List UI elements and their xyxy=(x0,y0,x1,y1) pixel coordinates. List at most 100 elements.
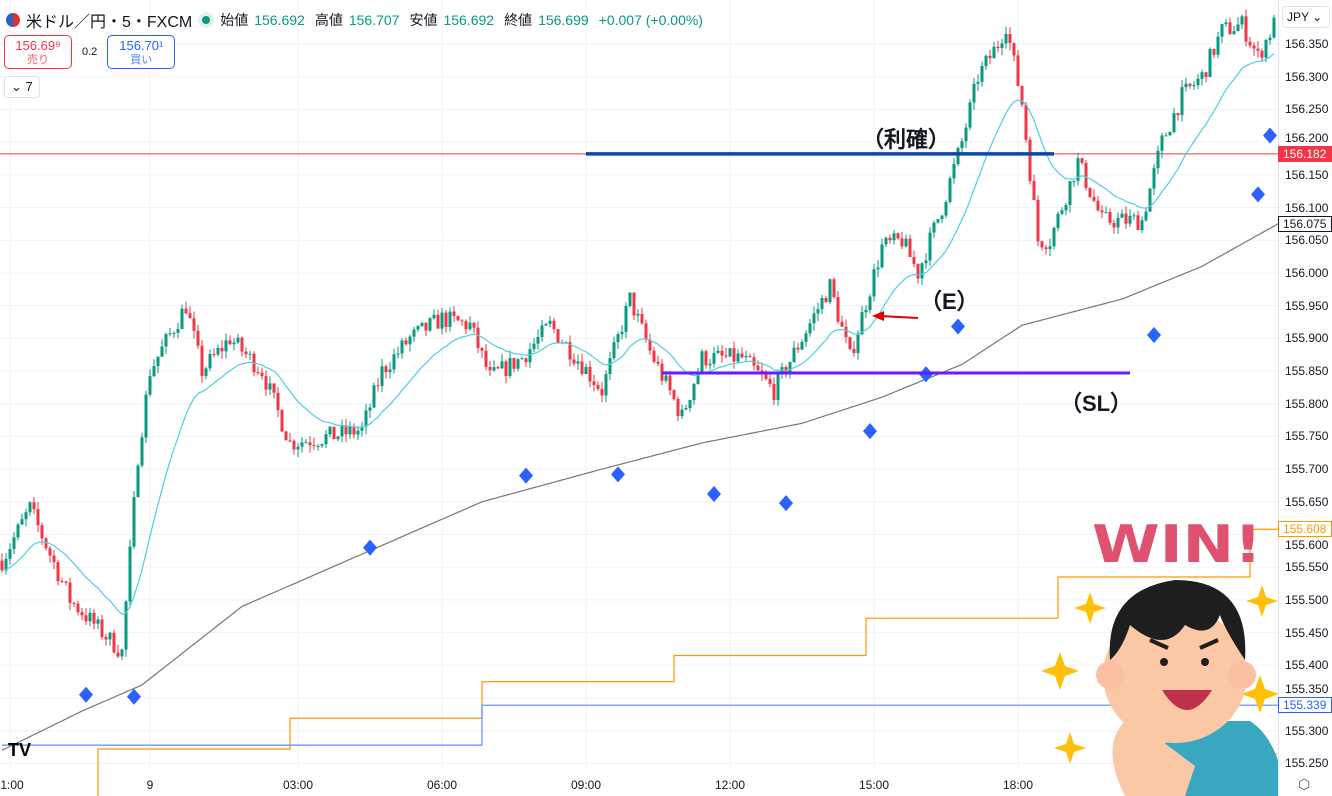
candle-body xyxy=(816,309,820,314)
candle-body xyxy=(160,346,164,357)
candle-body xyxy=(1108,211,1112,223)
candle xyxy=(1192,80,1196,91)
candle-body xyxy=(880,244,884,268)
stop-loss-annotation: （SL） xyxy=(1060,391,1133,416)
candle xyxy=(16,522,20,541)
candle-body xyxy=(264,376,268,390)
candle xyxy=(960,138,964,153)
candle-body xyxy=(656,361,660,364)
candle-body xyxy=(96,619,100,624)
candle xyxy=(928,227,932,266)
candle xyxy=(592,374,596,392)
price-axis[interactable]: 156.350 156.300 156.250 156.200 156.150 156.1… xyxy=(1278,0,1332,796)
candle-body xyxy=(732,348,736,362)
candle xyxy=(784,365,788,378)
candle xyxy=(816,302,820,322)
candle-body xyxy=(968,102,972,128)
indicators-toggle-button[interactable]: ⌄ 7 xyxy=(4,76,40,98)
candle xyxy=(84,608,88,625)
candle-body xyxy=(856,334,860,354)
candle-body xyxy=(304,442,308,444)
candle xyxy=(612,336,616,361)
candle-body xyxy=(100,619,104,637)
candle-body xyxy=(556,329,560,343)
candle xyxy=(1156,145,1160,175)
candle xyxy=(1052,226,1056,250)
candle-body xyxy=(1132,215,1136,217)
tradingview-logo[interactable]: TV xyxy=(8,740,32,760)
candle-body xyxy=(16,524,20,538)
candle-body xyxy=(396,353,400,355)
candle xyxy=(1228,17,1232,35)
candle xyxy=(112,629,116,654)
settings-icon[interactable]: ⬡ xyxy=(1298,776,1311,792)
candle xyxy=(108,631,112,646)
candle xyxy=(696,367,700,385)
candle-body xyxy=(1040,241,1044,248)
candle-body xyxy=(636,313,640,316)
candle xyxy=(812,306,816,331)
candle xyxy=(1172,107,1176,134)
candle-body xyxy=(212,354,216,356)
candle-body xyxy=(432,314,436,319)
candle-body xyxy=(88,612,92,622)
candle-body xyxy=(964,127,968,142)
candle xyxy=(580,353,584,376)
candle xyxy=(128,539,132,609)
time-tick-label: 09:00 xyxy=(570,778,602,792)
candle xyxy=(1124,206,1128,229)
candle xyxy=(908,234,912,258)
candle-body xyxy=(960,141,964,149)
candle xyxy=(512,357,516,373)
candle-body xyxy=(120,649,124,657)
price-tick-label: 155.250 xyxy=(1285,756,1329,771)
candle-body xyxy=(980,65,984,82)
candle-body xyxy=(892,233,896,241)
candle xyxy=(1108,208,1112,225)
candle-body xyxy=(8,549,12,559)
candle xyxy=(1260,48,1264,62)
symbol-title[interactable]: 米ドル／円・5・FXCM xyxy=(26,14,193,31)
candle xyxy=(64,580,68,586)
candle-body xyxy=(180,308,184,329)
candle-body xyxy=(692,383,696,401)
candle-body xyxy=(668,375,672,391)
candle xyxy=(900,231,904,250)
candle xyxy=(0,553,4,573)
candle-body xyxy=(972,83,976,103)
candle-body xyxy=(172,332,176,334)
candle-body xyxy=(468,322,472,330)
candle-body xyxy=(588,366,592,382)
candle-body xyxy=(1088,187,1092,197)
candle-body xyxy=(928,232,932,261)
buy-button[interactable]: 156.70¹ 買い xyxy=(107,35,176,69)
candle xyxy=(432,309,436,320)
candle-body xyxy=(768,378,772,384)
sell-button[interactable]: 156.69⁹ 売り xyxy=(4,35,72,69)
candle xyxy=(1072,180,1076,187)
candle-body xyxy=(988,55,992,59)
blue-step-line xyxy=(2,704,1278,746)
candle-body xyxy=(200,345,204,376)
price-tick-label: 155.650 xyxy=(1285,494,1329,509)
candle xyxy=(304,439,308,444)
candle xyxy=(120,648,124,661)
candle-body xyxy=(84,615,88,622)
candle-body xyxy=(860,312,864,335)
candle xyxy=(332,426,336,440)
currency-select[interactable]: JPY ⌄ xyxy=(1282,6,1330,28)
candle xyxy=(288,432,292,443)
candle xyxy=(496,365,500,370)
candle-body xyxy=(224,340,228,352)
price-chart[interactable] xyxy=(0,0,1278,796)
time-tick-label: 06:00 xyxy=(426,778,458,792)
candle-body xyxy=(896,233,900,239)
candle xyxy=(260,367,264,380)
candle xyxy=(284,430,288,441)
candle-body xyxy=(984,55,988,66)
candle xyxy=(388,362,392,379)
candle xyxy=(28,501,32,517)
candle xyxy=(372,382,376,409)
candle xyxy=(996,40,1000,53)
price-tick-label: 156.150 xyxy=(1285,167,1329,182)
